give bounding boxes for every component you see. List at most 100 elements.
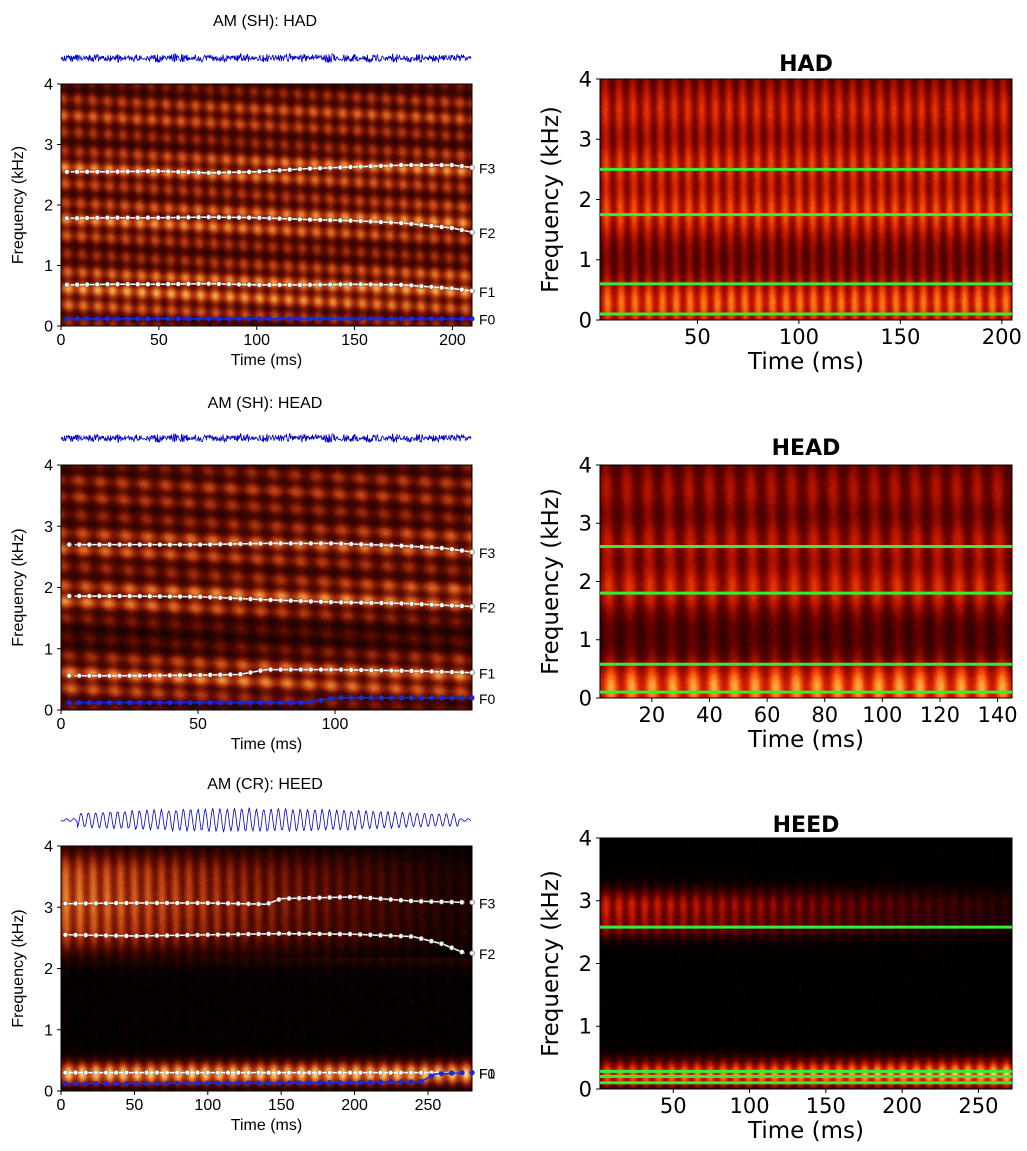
track-point	[348, 695, 354, 701]
track-point	[317, 165, 323, 171]
track-point	[174, 932, 180, 939]
track-point	[72, 1081, 79, 1087]
track-point	[106, 700, 113, 706]
track-point	[449, 225, 455, 231]
track-point	[126, 541, 133, 548]
track-point	[438, 224, 445, 230]
track-point	[157, 700, 163, 706]
track-point	[103, 1069, 109, 1076]
track-point	[318, 666, 324, 673]
y-tick-label: 2	[579, 188, 592, 212]
x-tick-label: 20	[638, 703, 665, 727]
track-point	[236, 214, 242, 221]
track-point	[104, 215, 111, 221]
track-point	[157, 672, 163, 679]
track-point	[347, 931, 353, 937]
track-point	[459, 899, 465, 905]
track-point	[174, 1069, 180, 1076]
track-point	[216, 281, 222, 287]
track-point	[96, 593, 103, 599]
track-point	[278, 700, 284, 706]
track-point	[116, 541, 123, 548]
spectrogram-image	[600, 838, 1012, 1089]
track-point	[246, 214, 252, 221]
y-tick-label: 2	[579, 952, 592, 976]
track-point	[185, 169, 192, 175]
track-point	[64, 282, 70, 288]
track-point	[167, 593, 173, 600]
track-point	[296, 1069, 302, 1076]
y-tick-label: 1	[579, 248, 592, 272]
track-point	[74, 282, 80, 288]
track-point	[147, 672, 153, 679]
x-axis-label: Time (ms)	[231, 352, 302, 369]
track-point	[378, 281, 384, 288]
track-point	[246, 169, 252, 175]
track-point	[276, 896, 282, 903]
track-point	[74, 316, 80, 322]
track-point	[217, 594, 223, 601]
track-point	[296, 1080, 302, 1086]
track-point	[307, 316, 313, 322]
track-point	[227, 541, 234, 547]
track-point	[174, 900, 180, 906]
track-point	[439, 316, 445, 322]
track-point	[378, 163, 384, 169]
track-point	[175, 169, 181, 175]
track-point	[216, 214, 222, 220]
track-point	[104, 316, 110, 322]
track-point	[266, 168, 273, 174]
x-tick-label: 0	[57, 716, 66, 733]
track-point	[64, 169, 70, 175]
track-point	[236, 281, 242, 288]
track-point	[177, 700, 183, 706]
track-point	[164, 932, 170, 939]
y-tick-label: 0	[579, 1077, 592, 1101]
track-point	[184, 932, 191, 938]
track-point	[438, 899, 445, 905]
track-point	[133, 1069, 140, 1076]
track-point	[184, 900, 191, 906]
track-point	[418, 316, 424, 322]
track-point	[449, 695, 455, 701]
track-point	[236, 316, 242, 322]
track-point	[449, 546, 455, 552]
track-point	[205, 214, 212, 220]
track-point	[368, 667, 375, 673]
track-point	[226, 169, 232, 176]
chart-title: HEAD	[772, 436, 841, 461]
spectrogram-image	[61, 846, 472, 1091]
track-point	[449, 602, 455, 609]
track-point	[286, 166, 293, 173]
track-point	[125, 316, 131, 322]
track-point	[86, 700, 92, 706]
y-axis-label: Frequency (kHz)	[538, 870, 564, 1057]
track-point	[439, 695, 445, 701]
track-point	[185, 214, 192, 221]
track-point	[378, 542, 385, 548]
track-point	[408, 543, 415, 550]
track-point	[308, 666, 314, 673]
track-point	[245, 1080, 251, 1086]
x-tick-label: 50	[189, 716, 207, 733]
track-point	[267, 540, 274, 547]
track-point	[418, 935, 424, 942]
track-point	[469, 164, 475, 171]
track-point	[155, 215, 161, 221]
track-label: F2	[479, 946, 496, 962]
track-point	[207, 700, 213, 706]
track-point	[255, 901, 262, 907]
x-tick-label: 50	[125, 1097, 143, 1114]
chart-title: AM (SH): HEAD	[208, 395, 323, 412]
track-label: F1	[479, 1066, 496, 1082]
track-point	[398, 316, 404, 322]
track-point	[94, 316, 100, 322]
track-point	[378, 667, 385, 674]
track-point	[235, 900, 241, 907]
track-point	[113, 1069, 119, 1076]
chart-right-heed: HEED 0 1 2 3 4 50 100 150 200 250 Time (ms) Frequenc…	[538, 813, 1013, 1144]
track-point	[439, 669, 445, 675]
track-point	[257, 540, 264, 547]
x-tick-label: 0	[57, 332, 66, 349]
track-point	[398, 220, 404, 226]
